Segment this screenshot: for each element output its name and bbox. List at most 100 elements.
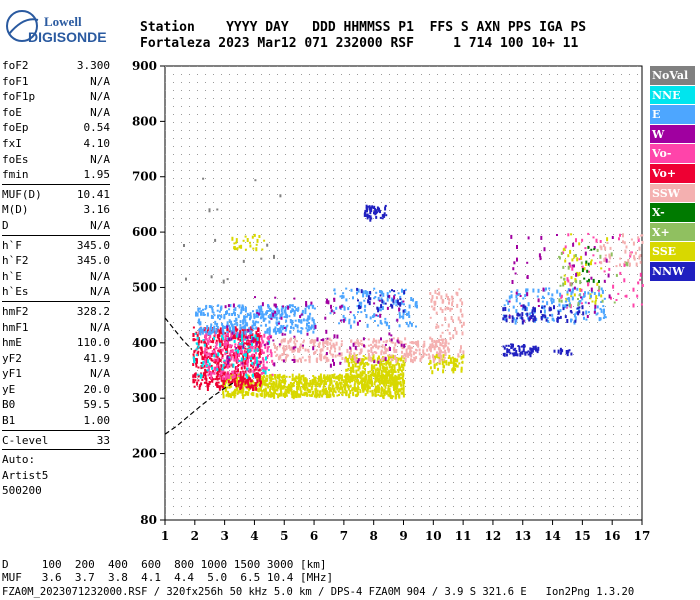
grid-dot <box>413 474 414 475</box>
grid-dot <box>221 170 222 171</box>
grid-dot <box>293 282 294 283</box>
echo-point <box>236 388 239 391</box>
grid-dot <box>525 370 526 371</box>
grid-dot <box>557 362 558 363</box>
grid-dot <box>285 234 286 235</box>
grid-dot <box>581 314 582 315</box>
grid-dot <box>453 338 454 339</box>
echo-point <box>331 387 334 390</box>
grid-dot <box>229 402 230 403</box>
grid-dot <box>469 434 470 435</box>
grid-dot <box>181 402 182 403</box>
grid-dot <box>221 370 222 371</box>
grid-dot <box>525 514 526 515</box>
grid-dot <box>445 250 446 251</box>
echo-point <box>291 384 294 388</box>
grid-dot <box>237 466 238 467</box>
grid-dot <box>581 170 582 171</box>
param-row: yF2 41.9 <box>2 351 110 367</box>
grid-dot <box>589 74 590 75</box>
grid-dot <box>397 258 398 259</box>
grid-dot <box>501 82 502 83</box>
grid-dot <box>613 250 614 251</box>
echo-point <box>361 385 364 388</box>
echo-point <box>226 346 229 350</box>
grid-dot <box>165 418 166 419</box>
grid-dot <box>637 250 638 251</box>
grid-dot <box>613 434 614 435</box>
grid-dot <box>453 290 454 291</box>
grid-dot <box>285 418 286 419</box>
echo-point <box>456 359 459 363</box>
grid-dot <box>413 386 414 387</box>
echo-point <box>231 354 234 357</box>
grid-dot <box>589 226 590 227</box>
header-line1: Station YYYY DAY DDD HHMMSS P1 FFS S AXN… <box>140 20 587 35</box>
param-key: D <box>2 218 9 232</box>
echo-point <box>197 341 200 346</box>
grid-dot <box>477 410 478 411</box>
grid-dot <box>605 474 606 475</box>
grid-dot <box>549 274 550 275</box>
grid-dot <box>357 466 358 467</box>
grid-dot <box>429 458 430 459</box>
grid-dot <box>605 418 606 419</box>
grid-dot <box>509 242 510 243</box>
grid-dot <box>197 146 198 147</box>
grid-dot <box>253 442 254 443</box>
grid-dot <box>485 346 486 347</box>
grid-dot <box>629 426 630 427</box>
grid-dot <box>309 410 310 411</box>
grid-dot <box>229 106 230 107</box>
grid-dot <box>509 98 510 99</box>
grid-dot <box>197 218 198 219</box>
grid-dot <box>581 210 582 211</box>
grid-dot <box>397 106 398 107</box>
grid-dot <box>357 98 358 99</box>
grid-dot <box>405 450 406 451</box>
grid-dot <box>589 330 590 331</box>
grid-dot <box>205 322 206 323</box>
grid-dot <box>333 186 334 187</box>
grid-dot <box>509 386 510 387</box>
grid-dot <box>317 450 318 451</box>
param-row: foE N/A <box>2 105 110 121</box>
grid-dot <box>469 474 470 475</box>
grid-dot <box>477 370 478 371</box>
grid-dot <box>549 482 550 483</box>
grid-dot <box>309 490 310 491</box>
grid-dot <box>565 290 566 291</box>
grid-dot <box>285 426 286 427</box>
grid-dot <box>621 306 622 307</box>
echo-point <box>573 254 576 259</box>
grid-dot <box>605 506 606 507</box>
grid-dot <box>469 234 470 235</box>
grid-dot <box>341 450 342 451</box>
grid-dot <box>533 482 534 483</box>
grid-dot <box>493 90 494 91</box>
grid-dot <box>357 330 358 331</box>
echo-point <box>431 370 434 375</box>
grid-dot <box>557 498 558 499</box>
grid-dot <box>205 226 206 227</box>
echo-point <box>338 382 341 385</box>
grid-dot <box>373 258 374 259</box>
grid-dot <box>445 426 446 427</box>
grid-dot <box>445 474 446 475</box>
param-row: hmF2 328.2 <box>2 304 110 320</box>
grid-dot <box>381 90 382 91</box>
grid-dot <box>373 194 374 195</box>
grid-dot <box>509 378 510 379</box>
grid-dot <box>285 482 286 483</box>
grid-dot <box>541 242 542 243</box>
echo-point <box>372 373 375 376</box>
echo-point <box>231 236 234 241</box>
grid-dot <box>197 306 198 307</box>
grid-dot <box>453 162 454 163</box>
grid-dot <box>309 354 310 355</box>
grid-dot <box>469 458 470 459</box>
grid-dot <box>421 266 422 267</box>
grid-dot <box>205 162 206 163</box>
grid-dot <box>293 98 294 99</box>
grid-dot <box>557 74 558 75</box>
